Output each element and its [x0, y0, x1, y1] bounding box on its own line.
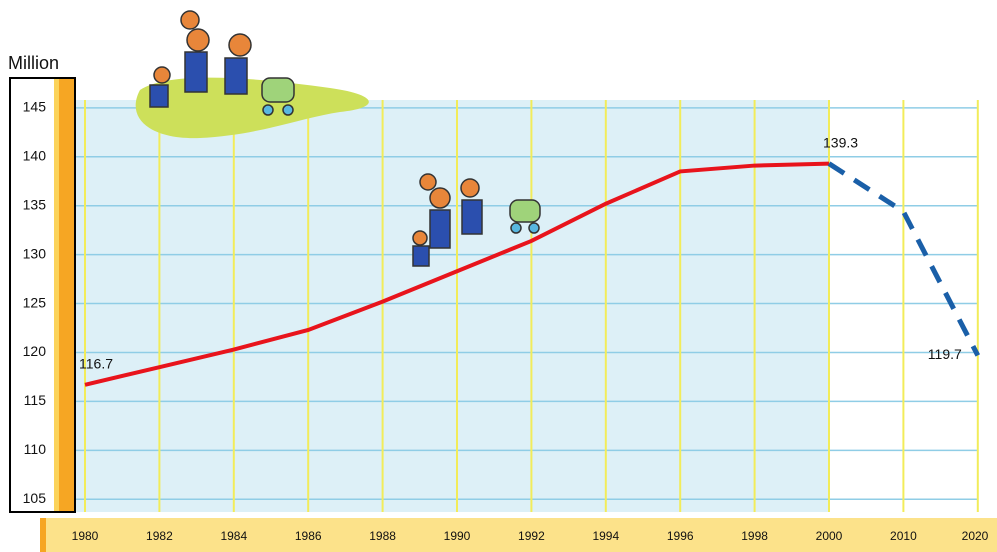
- illustration-family: [149, 10, 295, 116]
- x-tick-label: 2010: [890, 529, 917, 543]
- x-tick-label: 1988: [369, 529, 396, 543]
- x-tick-label: 2020: [962, 529, 989, 543]
- value-label: 139.3: [823, 134, 858, 150]
- y-axis-strip-light: [54, 79, 59, 511]
- y-tick-label: 120: [23, 343, 47, 359]
- y-tick-label: 135: [23, 196, 47, 212]
- x-tick-label: 1998: [741, 529, 768, 543]
- x-tick-label: 2000: [816, 529, 843, 543]
- illustration-family-small: [412, 173, 541, 267]
- value-label: 116.7: [79, 355, 113, 371]
- y-tick-label: 140: [23, 147, 47, 163]
- y-tick-label: 130: [23, 245, 47, 261]
- x-tick-label: 1996: [667, 529, 694, 543]
- series-line: [827, 161, 981, 357]
- y-axis-strip: [58, 79, 74, 511]
- y-tick-label: 145: [23, 99, 47, 115]
- illustration-lawn: [135, 77, 369, 139]
- x-axis-band-edge: [40, 518, 46, 552]
- x-tick-label: 1990: [444, 529, 471, 543]
- value-label: 119.7: [928, 346, 962, 362]
- y-tick-label: 115: [24, 392, 47, 408]
- series-line: [84, 161, 830, 387]
- x-tick-label: 1992: [518, 529, 545, 543]
- x-tick-label: 1994: [592, 529, 619, 543]
- forecast-background: [828, 100, 993, 512]
- y-tick-label: 125: [23, 294, 47, 310]
- x-tick-label: 1986: [295, 529, 322, 543]
- x-tick-label: 1980: [72, 529, 99, 543]
- y-axis-label: Million: [8, 53, 59, 73]
- x-tick-label: 1982: [146, 529, 173, 543]
- y-tick-label: 110: [24, 441, 47, 457]
- lines: 116.7 139.3 119.7: [79, 134, 981, 387]
- x-tick-label: 1984: [220, 529, 247, 543]
- y-tick-label: 105: [23, 490, 47, 506]
- x-axis-band: [40, 518, 997, 552]
